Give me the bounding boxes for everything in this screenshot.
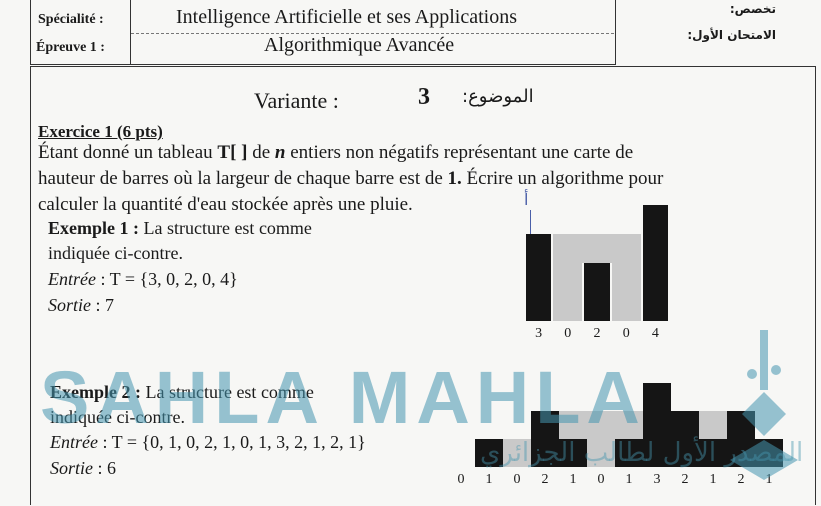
water-fill: [615, 411, 643, 439]
header-divider: [130, 0, 131, 64]
input-label: Entrée: [48, 269, 96, 289]
example2-bar-chart: [447, 383, 783, 467]
text-span: hauteur de barres où la largeur de chaqu…: [38, 168, 448, 189]
header-box: [30, 0, 616, 65]
exercise-line-3: calculer la quantité d'eau stockée après…: [38, 194, 413, 215]
example1-input: Entrée : T = {3, 0, 2, 0, 4}: [48, 267, 238, 291]
tick-label: 2: [681, 472, 689, 487]
tick-label: 0: [457, 472, 465, 487]
water-fill: [582, 234, 612, 263]
example2-title: Exemple 2 :: [50, 382, 141, 402]
epreuve-value: Algorithmique Avancée: [264, 34, 455, 56]
bar: [643, 383, 671, 467]
text-span: Étant donné un tableau: [38, 142, 218, 163]
handwritten-annotation: أ: [524, 190, 529, 209]
water-fill: [559, 411, 587, 439]
tick-label: 2: [593, 326, 601, 341]
water-fill: [611, 234, 641, 321]
tick-label: 0: [622, 326, 630, 341]
example1-desc1: La structure est comme: [143, 218, 312, 238]
water-fill: [553, 234, 583, 321]
variant-number: 3: [418, 84, 430, 110]
input-value: : T = {3, 0, 2, 0, 4}: [95, 269, 238, 289]
output-label: Sortie: [50, 458, 93, 478]
bar: [584, 263, 610, 321]
example2-input: Entrée : T = {0, 1, 0, 2, 1, 0, 1, 3, 2,…: [50, 430, 366, 454]
tick-label: 1: [569, 472, 577, 487]
example2-heading: Exemple 2 : La structure est comme: [50, 380, 314, 404]
tick-label: 4: [651, 326, 659, 341]
example1-desc2: indiquée ci-contre.: [48, 243, 183, 263]
tick-label: 2: [541, 472, 549, 487]
arabic-exam-label: الامتحان الأول:: [687, 28, 776, 42]
example2-tick-labels: 0 1 0 2 1 0 1 3 2 1 2 1: [447, 472, 783, 490]
bar: [526, 234, 552, 321]
tick-label: 3: [653, 472, 661, 487]
text-span: Écrire un algorithme pour: [461, 168, 664, 189]
example1-heading: Exemple 1 : La structure est comme: [48, 216, 312, 240]
watermark-emblem-icon: [730, 330, 798, 480]
tick-label: 2: [737, 472, 745, 487]
exercise-title: Exercice 1 (6 pts): [38, 122, 163, 141]
header-row-divider: [131, 33, 614, 34]
array-symbol: T[ ]: [217, 142, 248, 163]
bar: [699, 439, 727, 467]
example2-desc1: La structure est comme: [145, 382, 314, 402]
example1-bar-chart: [524, 205, 670, 321]
output-label: Sortie: [48, 295, 91, 315]
text-span: entiers non négatifs représentant une ca…: [285, 142, 634, 163]
example2-output: Sortie : 6: [50, 456, 116, 480]
tick-label: 0: [564, 326, 572, 341]
width-value: 1.: [447, 168, 462, 189]
arabic-subject-label: الموضوع:: [462, 86, 534, 107]
water-fill: [699, 411, 727, 439]
watermark-logo-text: SAHLA MAHLA: [40, 356, 646, 439]
n-symbol: n: [274, 142, 286, 163]
tick-label: 1: [625, 472, 633, 487]
input-label: Entrée: [50, 432, 98, 452]
example1-output: Sortie : 7: [48, 293, 114, 317]
exercise-frame: [30, 66, 816, 505]
bar: [559, 439, 587, 467]
arabic-specialty-label: تخصص:: [729, 2, 776, 16]
annotation-arrow: [530, 210, 531, 234]
tick-label: 3: [535, 326, 543, 341]
variant-label: Variante :: [254, 88, 339, 113]
specialite-label: Spécialité :: [38, 12, 104, 27]
epreuve-label: Épreuve 1 :: [36, 40, 105, 55]
output-value: : 7: [91, 295, 115, 315]
bar: [475, 439, 503, 467]
tick-label: 1: [485, 472, 493, 487]
bar: [642, 205, 668, 321]
bar: [615, 439, 643, 467]
specialite-value: Intelligence Artificielle et ses Applica…: [176, 6, 518, 28]
output-value: : 6: [93, 458, 117, 478]
example2-desc2: indiquée ci-contre.: [50, 407, 185, 427]
example1-tick-labels: 3 0 2 0 4: [524, 326, 670, 344]
exercise-line-1: Étant donné un tableau T[ ] de n entiers…: [38, 140, 633, 166]
water-fill: [503, 439, 531, 467]
water-fill: [587, 411, 615, 467]
exercise-line-2: hauteur de barres où la largeur de chaqu…: [38, 166, 663, 192]
tick-label: 1: [709, 472, 717, 487]
input-value: : T = {0, 1, 0, 2, 1, 0, 1, 3, 2, 1, 2, …: [97, 432, 366, 452]
tick-label: 0: [513, 472, 521, 487]
tick-label: 1: [765, 472, 773, 487]
text-span: de: [247, 142, 275, 163]
tick-label: 0: [597, 472, 605, 487]
bar: [671, 411, 699, 467]
bar: [531, 411, 559, 467]
example1-title: Exemple 1 :: [48, 218, 139, 238]
